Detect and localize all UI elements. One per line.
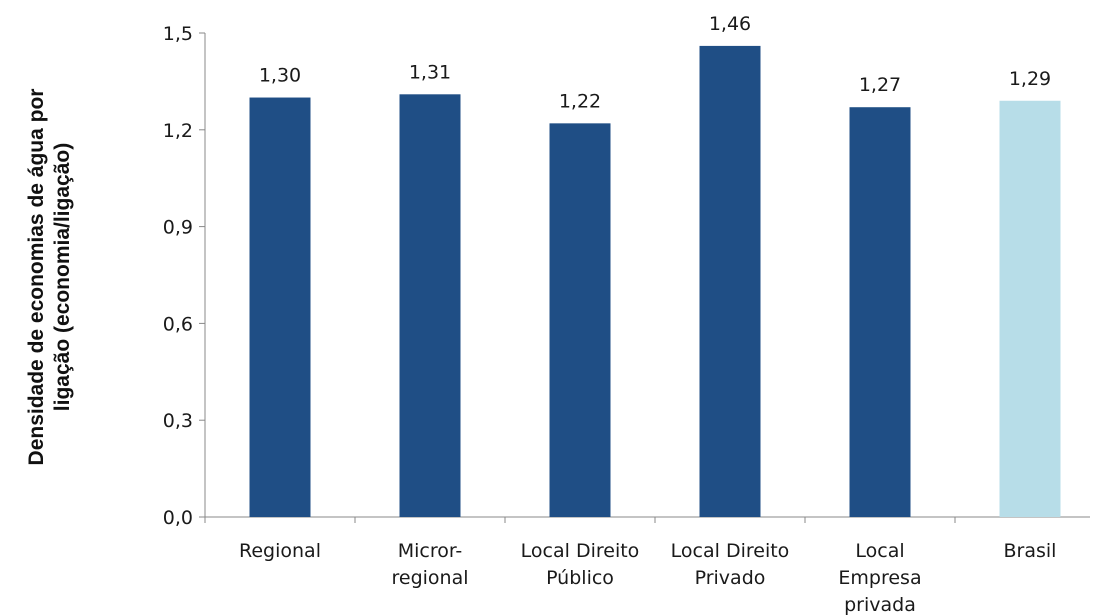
x-tick-label: privada xyxy=(844,594,916,616)
y-axis-title-line: Densidade de economias de água por xyxy=(25,89,48,466)
y-tick-label: 0,6 xyxy=(163,313,193,335)
x-tick-label: regional xyxy=(391,567,468,589)
data-label: 1,29 xyxy=(1009,68,1051,90)
y-tick-label: 0,0 xyxy=(163,507,193,529)
x-tick-label: Regional xyxy=(239,540,321,562)
bar xyxy=(549,123,611,517)
y-tick-label: 0,9 xyxy=(163,217,193,239)
bar xyxy=(849,107,911,518)
bar xyxy=(249,97,311,518)
x-tick-label: Local Direito xyxy=(521,540,640,562)
bars xyxy=(249,45,1061,518)
data-label: 1,27 xyxy=(859,74,901,96)
y-tick-label: 1,2 xyxy=(163,120,193,142)
bar xyxy=(699,45,761,517)
x-tick-label: Público xyxy=(546,567,614,589)
y-tick-label: 0,3 xyxy=(163,410,193,432)
x-tick-label: Local xyxy=(855,540,904,562)
data-label: 1,46 xyxy=(709,13,751,35)
y-axis-title: Densidade de economias de água por ligaçã… xyxy=(25,89,74,466)
x-tick-label: Privado xyxy=(695,567,766,589)
bar xyxy=(999,100,1061,517)
x-tick-label: Empresa xyxy=(838,567,921,589)
data-label: 1,30 xyxy=(259,65,301,87)
y-axis-title-line: ligação (economia/ligação) xyxy=(51,143,74,411)
category-labels: Regional Micror-regional Local Direito Públ… xyxy=(239,540,1056,616)
bar xyxy=(399,94,461,517)
x-tick-label: Local Direito xyxy=(671,540,790,562)
data-labels: 1,30 1,31 1,22 1,46 1,27 1,29 xyxy=(259,13,1051,112)
x-tick-label: Brasil xyxy=(1004,540,1057,562)
axes: 0,0 0,3 0,6 0,9 1,2 1,5 xyxy=(163,23,1090,529)
data-label: 1,22 xyxy=(559,90,601,112)
x-tick-label: Micror- xyxy=(398,540,463,562)
data-label: 1,31 xyxy=(409,61,451,83)
y-tick-label: 1,5 xyxy=(163,23,193,45)
